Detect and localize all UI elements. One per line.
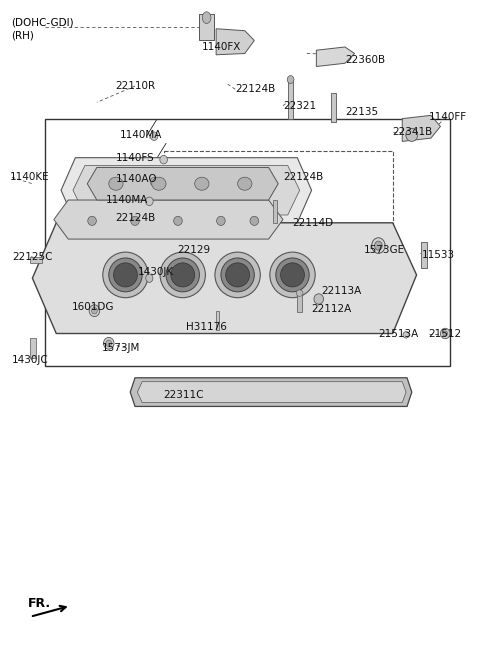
Ellipse shape — [171, 263, 195, 287]
Text: 22124B: 22124B — [115, 213, 155, 222]
Text: 21512: 21512 — [429, 328, 462, 339]
Polygon shape — [316, 47, 355, 67]
Text: 22114D: 22114D — [292, 218, 334, 228]
Text: 1140FS: 1140FS — [116, 152, 155, 163]
Polygon shape — [87, 167, 278, 200]
Ellipse shape — [103, 252, 148, 298]
Ellipse shape — [372, 238, 385, 253]
Ellipse shape — [152, 177, 166, 190]
Text: FR.: FR. — [28, 597, 51, 610]
Text: 22125C: 22125C — [12, 252, 52, 262]
Text: 22113A: 22113A — [321, 286, 361, 296]
Polygon shape — [137, 382, 406, 403]
Ellipse shape — [150, 177, 158, 186]
Text: 22341B: 22341B — [393, 127, 433, 137]
Ellipse shape — [109, 258, 142, 292]
Ellipse shape — [276, 258, 309, 292]
Text: 1140FX: 1140FX — [202, 42, 241, 52]
Ellipse shape — [166, 258, 199, 292]
Ellipse shape — [195, 177, 209, 190]
Ellipse shape — [145, 197, 153, 205]
Ellipse shape — [226, 263, 250, 287]
Ellipse shape — [215, 252, 260, 298]
Text: (DOHC-GDI)
(RH): (DOHC-GDI) (RH) — [11, 18, 73, 40]
Ellipse shape — [238, 177, 252, 190]
Ellipse shape — [287, 76, 294, 84]
Text: 1430JK: 1430JK — [137, 267, 174, 277]
Text: 22110R: 22110R — [115, 81, 155, 91]
Bar — [421, 243, 427, 268]
Text: 22124B: 22124B — [283, 172, 323, 182]
Text: 1430JC: 1430JC — [12, 354, 48, 364]
Text: 1140KE: 1140KE — [10, 172, 49, 182]
Ellipse shape — [104, 337, 114, 349]
Bar — [30, 256, 42, 263]
Bar — [216, 311, 219, 330]
Text: 11533: 11533 — [421, 250, 455, 260]
Text: 22124B: 22124B — [235, 84, 276, 94]
Text: 1140MA: 1140MA — [120, 130, 162, 140]
Text: 1140FF: 1140FF — [429, 112, 467, 122]
Bar — [274, 200, 277, 223]
Ellipse shape — [250, 216, 259, 226]
Text: 22129: 22129 — [177, 245, 210, 255]
Ellipse shape — [160, 156, 168, 164]
Ellipse shape — [89, 305, 100, 317]
Bar — [30, 338, 36, 358]
Ellipse shape — [109, 177, 123, 190]
Ellipse shape — [221, 258, 254, 292]
Ellipse shape — [406, 128, 418, 141]
Text: 22135: 22135 — [345, 107, 378, 117]
Text: 22321: 22321 — [283, 101, 316, 111]
Polygon shape — [73, 165, 300, 215]
Bar — [288, 80, 293, 118]
Ellipse shape — [92, 307, 97, 314]
Ellipse shape — [202, 12, 211, 24]
Ellipse shape — [403, 332, 409, 338]
Ellipse shape — [114, 263, 137, 287]
Text: 1140MA: 1140MA — [106, 195, 148, 205]
Text: 21513A: 21513A — [378, 328, 419, 339]
Text: 1140AO: 1140AO — [116, 174, 157, 184]
Ellipse shape — [160, 252, 205, 298]
Text: 1573JM: 1573JM — [102, 343, 140, 353]
Ellipse shape — [106, 340, 112, 347]
Ellipse shape — [150, 132, 158, 141]
Ellipse shape — [131, 216, 139, 226]
Polygon shape — [61, 158, 312, 223]
Text: 1573GE: 1573GE — [364, 245, 405, 255]
Polygon shape — [216, 29, 254, 55]
Ellipse shape — [146, 274, 153, 283]
Ellipse shape — [374, 241, 382, 250]
Text: 22311C: 22311C — [164, 390, 204, 400]
Ellipse shape — [216, 216, 225, 226]
Polygon shape — [33, 223, 417, 334]
Polygon shape — [130, 378, 412, 406]
Bar — [199, 14, 214, 41]
Ellipse shape — [270, 252, 315, 298]
Bar — [331, 93, 336, 122]
Ellipse shape — [296, 290, 303, 296]
Ellipse shape — [281, 263, 304, 287]
Ellipse shape — [174, 216, 182, 226]
Bar — [297, 294, 302, 312]
Ellipse shape — [443, 331, 447, 336]
Polygon shape — [402, 115, 441, 141]
Text: 22112A: 22112A — [312, 303, 352, 314]
Ellipse shape — [88, 216, 96, 226]
Ellipse shape — [314, 294, 324, 304]
Text: H31176: H31176 — [186, 322, 227, 332]
Polygon shape — [54, 200, 283, 239]
Text: 22360B: 22360B — [345, 55, 385, 65]
Ellipse shape — [441, 328, 450, 339]
Text: 1601DG: 1601DG — [72, 302, 115, 313]
